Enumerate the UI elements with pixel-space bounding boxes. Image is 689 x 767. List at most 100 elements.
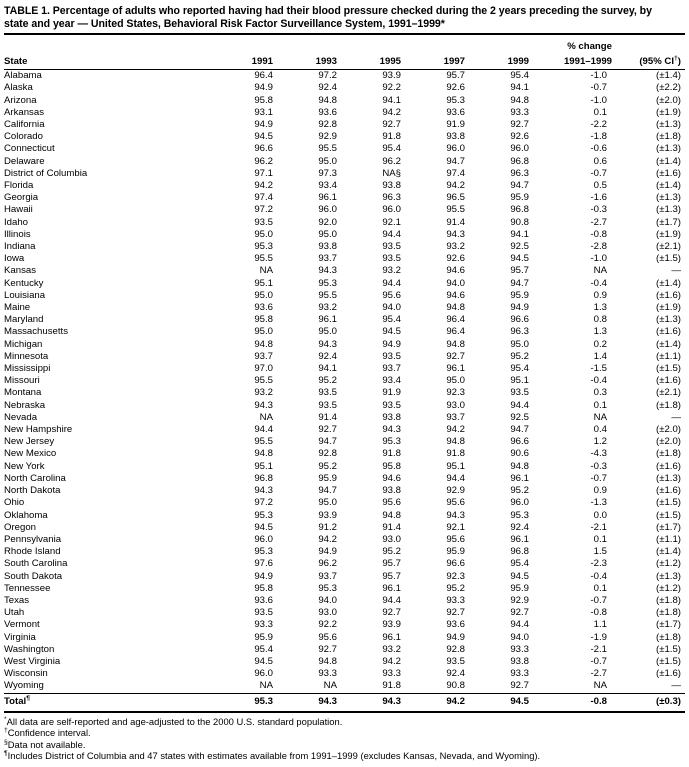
value-cell-change: -2.3 [590,558,607,570]
value-cell-1999: 96.3 [510,167,529,179]
value-cell-1991: 95.0 [254,289,273,301]
table-row: West Virginia 94.5 94.8 94.2 93.5 93.8 -… [4,656,685,668]
value-cell-ci: (±1.5) [656,253,681,265]
col-header-1993: 1993 [293,52,357,71]
value-cell-1993: 95.2 [318,375,337,387]
table-row: Colorado 94.5 92.9 91.8 93.8 92.6 -1.8 (… [4,131,685,143]
table-row: Nebraska 94.3 93.5 93.5 93.0 94.4 0.1 (±… [4,400,685,412]
value-cell-change: -2.1 [590,521,607,533]
value-cell-1993: 91.2 [318,521,337,533]
value-cell-ci: (±1.7) [656,521,681,533]
value-cell-ci: (±1.9) [656,302,681,314]
value-cell-1993: 93.5 [318,387,337,399]
value-cell-1991: 97.4 [254,192,273,204]
table-row: North Carolina 96.8 95.9 94.6 94.4 96.1 … [4,473,685,485]
value-cell-1995: 94.0 [382,302,401,314]
ci-footnote-marker: † [674,55,678,62]
footnote-text: Includes District of Columbia and 47 sta… [7,749,541,761]
table-row: Delaware 96.2 95.0 96.2 94.7 96.8 0.6 (±… [4,156,685,168]
value-cell-1995: 95.6 [382,289,401,301]
table-row: Texas 93.6 94.0 94.4 93.3 92.9 -0.7 (±1.… [4,595,685,607]
value-cell-1991: 94.3 [254,485,273,497]
state-cell: Wisconsin [4,668,48,680]
footnote-text: Data not available. [7,738,86,750]
state-cell: Montana [4,387,42,399]
state-cell: Florida [4,180,34,192]
value-cell-1993: 93.4 [318,180,337,192]
value-cell-1997: 95.3 [446,94,465,106]
value-cell-1993: 97.2 [318,70,337,82]
state-cell: Georgia [4,192,39,204]
value-cell-1999: 96.8 [510,546,529,558]
state-cell: District of Columbia [4,167,88,179]
value-cell-1993: 97.3 [318,167,337,179]
value-cell-change: 0.4 [593,424,607,436]
state-cell: Oregon [4,521,36,533]
value-cell-ci: (±1.4) [656,277,681,289]
table-row: Michigan 94.8 94.3 94.9 94.8 95.0 0.2 (±… [4,339,685,351]
value-cell-1991: 95.0 [254,326,273,338]
state-cell: Hawaii [4,204,33,216]
value-cell-1993: 92.9 [318,131,337,143]
footnote: †Confidence interval. [4,727,685,738]
value-cell-change: -0.3 [590,204,607,216]
state-cell: Missouri [4,375,40,387]
value-cell-1995: 94.4 [382,228,401,240]
header-row-change: % change [4,35,685,52]
value-cell-ci: (±1.8) [656,448,681,460]
value-cell-ci: (±2.0) [656,424,681,436]
value-cell-1993: 94.7 [318,436,337,448]
value-cell-1995: 96.2 [382,155,401,167]
value-cell-change: 0.1 [593,106,607,118]
value-cell-change: 0.1 [593,399,607,411]
value-cell-1995: 94.4 [382,594,401,606]
state-cell: New Mexico [4,448,57,460]
value-cell-1991: 93.7 [254,350,273,362]
value-cell-1997: 91.8 [446,448,465,460]
value-cell-1999: 94.4 [510,399,529,411]
value-cell-ci: (±1.8) [656,631,681,643]
value-cell-change: -1.3 [590,497,607,509]
value-cell-1999: 92.7 [510,680,529,692]
value-cell-ci: (±2.1) [656,241,681,253]
value-cell-1993: 93.6 [318,106,337,118]
value-cell-ci: (±1.7) [656,619,681,631]
value-cell-1997: 92.6 [446,82,465,94]
value-cell-1997: 95.0 [446,375,465,387]
value-cell-1991: 94.9 [254,119,273,130]
table-row: Illinois 95.0 95.0 94.4 94.3 94.1 -0.8 (… [4,229,685,241]
table-row: Arizona 95.8 94.8 94.1 95.3 94.8 -1.0 (±… [4,95,685,107]
value-cell-1993: 93.9 [318,509,337,521]
value-cell-ci: (±2.0) [656,436,681,448]
value-cell-1999: 95.0 [510,338,529,350]
value-cell-1995: 95.4 [382,143,401,155]
state-cell: Rhode Island [4,546,61,558]
table-row: Oklahoma 95.3 93.9 94.8 94.3 95.3 0.0 (±… [4,510,685,522]
value-cell-ci: (±1.6) [656,289,681,301]
table-row: New York 95.1 95.2 95.8 95.1 94.8 -0.3 (… [4,461,685,473]
total-cell-ci: (±0.3) [621,692,685,713]
data-table: % change State 1991 1993 1995 1997 1999 … [4,35,685,713]
state-cell: Virginia [4,631,36,643]
state-cell: Arkansas [4,106,44,118]
state-cell: Pennsylvania [4,533,62,545]
value-cell-1991: 93.6 [254,594,273,606]
state-cell: Vermont [4,619,40,631]
value-cell-1999: 95.9 [510,192,529,204]
value-cell-1991: 95.0 [254,228,273,240]
value-cell-1995: 94.8 [382,509,401,521]
value-cell-1995: 93.9 [382,619,401,631]
state-cell: Nevada [4,411,38,423]
value-cell-1997: 95.1 [446,460,465,472]
state-cell: California [4,119,45,130]
value-cell-1991: 95.3 [254,509,273,521]
table-row: Connecticut 96.6 95.5 95.4 96.0 96.0 -0.… [4,143,685,155]
value-cell-change: 0.6 [593,155,607,167]
table-row: Pennsylvania 96.0 94.2 93.0 95.6 96.1 0.… [4,534,685,546]
state-cell: Colorado [4,131,43,143]
value-cell-1991: 94.3 [254,399,273,411]
value-cell-1995: 93.5 [382,350,401,362]
state-cell: Kentucky [4,277,44,289]
value-cell-1999: 96.0 [510,143,529,155]
footnote-marker: ¶ [4,749,8,757]
